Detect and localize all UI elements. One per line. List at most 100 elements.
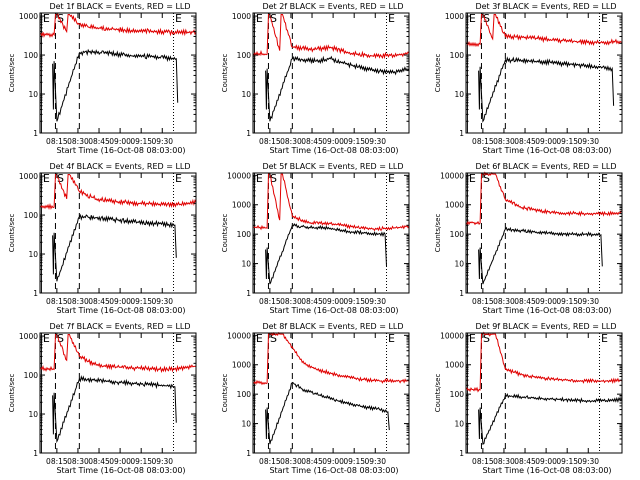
panel-title: Det 1f BLACK = Events, RED = LLD bbox=[49, 2, 190, 11]
x-tick-label: 09:30 bbox=[364, 457, 386, 466]
y-tick-label: 1000 bbox=[19, 332, 38, 341]
plot-frame bbox=[39, 12, 197, 134]
events-series-line bbox=[265, 222, 387, 285]
y-tick-label: 10 bbox=[241, 90, 251, 99]
y-tick-label: 100 bbox=[24, 51, 39, 60]
lld-series-line bbox=[39, 174, 197, 211]
lld-series-line bbox=[465, 331, 623, 393]
x-tick-label: 09:30 bbox=[151, 297, 173, 306]
y-tick-label: 1 bbox=[246, 449, 251, 458]
x-tick-label: 08:15 bbox=[259, 137, 281, 146]
y-tick-label: 1000 bbox=[232, 12, 251, 21]
x-axis-label: Start Time (16-Oct-08 08:03:00) bbox=[269, 306, 398, 315]
y-tick-label: 100 bbox=[237, 51, 252, 60]
y-tick-label: 1000 bbox=[445, 12, 464, 21]
x-tick-label: 08:15 bbox=[472, 297, 494, 306]
events-series-line bbox=[265, 55, 410, 122]
x-tick-label: 08:45 bbox=[514, 137, 536, 146]
x-tick-label: 09:15 bbox=[130, 457, 152, 466]
y-tick-label: 1000 bbox=[19, 172, 38, 181]
y-tick-label: 100 bbox=[24, 211, 39, 220]
x-tick-label: 09:00 bbox=[535, 137, 557, 146]
x-tick-label: 09:15 bbox=[343, 137, 365, 146]
marker-label: E bbox=[469, 332, 476, 345]
events-series-line bbox=[265, 381, 390, 445]
panel-title: Det 3f BLACK = Events, RED = LLD bbox=[475, 2, 616, 11]
x-tick-label: 08:45 bbox=[88, 297, 110, 306]
x-tick-label: 08:45 bbox=[301, 137, 323, 146]
marker-label: S bbox=[483, 12, 490, 25]
x-tick-label: 08:30 bbox=[280, 137, 302, 146]
y-tick-label: 10000 bbox=[440, 171, 464, 180]
marker-label: E bbox=[388, 172, 395, 185]
y-axis-label: Counts/sec bbox=[8, 214, 16, 253]
y-tick-label: 1 bbox=[459, 289, 464, 298]
x-tick-label: 08:45 bbox=[301, 457, 323, 466]
marker-label: S bbox=[483, 332, 490, 345]
x-tick-label: 09:30 bbox=[577, 297, 599, 306]
lld-series-line bbox=[252, 173, 410, 232]
x-tick-label: 09:15 bbox=[556, 297, 578, 306]
x-tick-label: 08:15 bbox=[46, 457, 68, 466]
panel-title: Det 4f BLACK = Events, RED = LLD bbox=[49, 162, 190, 171]
x-axis-label: Start Time (16-Oct-08 08:03:00) bbox=[56, 466, 185, 475]
x-axis-label: Start Time (16-Oct-08 08:03:00) bbox=[482, 146, 611, 155]
y-tick-label: 1 bbox=[33, 289, 38, 298]
marker-label: S bbox=[270, 12, 277, 25]
y-axis-label: Counts/sec bbox=[221, 214, 229, 253]
x-tick-label: 09:30 bbox=[151, 457, 173, 466]
y-tick-label: 10 bbox=[28, 250, 38, 259]
x-axis-label: Start Time (16-Oct-08 08:03:00) bbox=[482, 306, 611, 315]
lld-series-line bbox=[39, 334, 197, 374]
panel-title: Det 8f BLACK = Events, RED = LLD bbox=[262, 322, 403, 331]
marker-label: E bbox=[601, 12, 608, 25]
lld-series-line bbox=[252, 331, 410, 386]
x-tick-label: 09:15 bbox=[343, 297, 365, 306]
marker-label: E bbox=[256, 172, 263, 185]
marker-label: E bbox=[256, 332, 263, 345]
y-tick-label: 1000 bbox=[232, 201, 251, 210]
x-tick-label: 08:45 bbox=[88, 137, 110, 146]
y-axis-label: Counts/sec bbox=[221, 374, 229, 413]
x-tick-label: 08:30 bbox=[280, 297, 302, 306]
marker-label: S bbox=[270, 172, 277, 185]
lld-series-line bbox=[465, 171, 623, 226]
x-tick-label: 08:45 bbox=[514, 297, 536, 306]
x-tick-label: 09:30 bbox=[151, 137, 173, 146]
x-tick-label: 09:00 bbox=[535, 457, 557, 466]
marker-label: E bbox=[175, 172, 182, 185]
y-tick-label: 10000 bbox=[440, 331, 464, 340]
x-tick-label: 08:45 bbox=[301, 297, 323, 306]
y-tick-label: 1 bbox=[459, 449, 464, 458]
x-tick-label: 08:15 bbox=[259, 457, 281, 466]
y-tick-label: 1000 bbox=[445, 201, 464, 210]
panel-title: Det 6f BLACK = Events, RED = LLD bbox=[475, 162, 616, 171]
marker-label: E bbox=[388, 12, 395, 25]
x-tick-label: 08:30 bbox=[67, 137, 89, 146]
marker-label: E bbox=[43, 172, 50, 185]
y-axis-label: Counts/sec bbox=[434, 374, 442, 413]
x-tick-label: 09:15 bbox=[130, 297, 152, 306]
y-tick-label: 1 bbox=[246, 129, 251, 138]
x-tick-label: 09:00 bbox=[109, 297, 131, 306]
x-tick-label: 08:30 bbox=[493, 457, 515, 466]
x-tick-label: 09:00 bbox=[322, 457, 344, 466]
marker-label: E bbox=[175, 12, 182, 25]
events-series-line bbox=[478, 56, 615, 123]
marker-label: E bbox=[43, 12, 50, 25]
lld-series-line bbox=[39, 13, 197, 39]
x-tick-label: 08:45 bbox=[514, 457, 536, 466]
x-tick-label: 09:00 bbox=[109, 457, 131, 466]
x-tick-label: 09:15 bbox=[343, 457, 365, 466]
y-tick-label: 10 bbox=[454, 420, 464, 429]
y-tick-label: 1 bbox=[246, 289, 251, 298]
x-tick-label: 08:15 bbox=[472, 137, 494, 146]
marker-label: E bbox=[256, 12, 263, 25]
x-tick-label: 09:15 bbox=[556, 457, 578, 466]
x-axis-label: Start Time (16-Oct-08 08:03:00) bbox=[269, 146, 398, 155]
